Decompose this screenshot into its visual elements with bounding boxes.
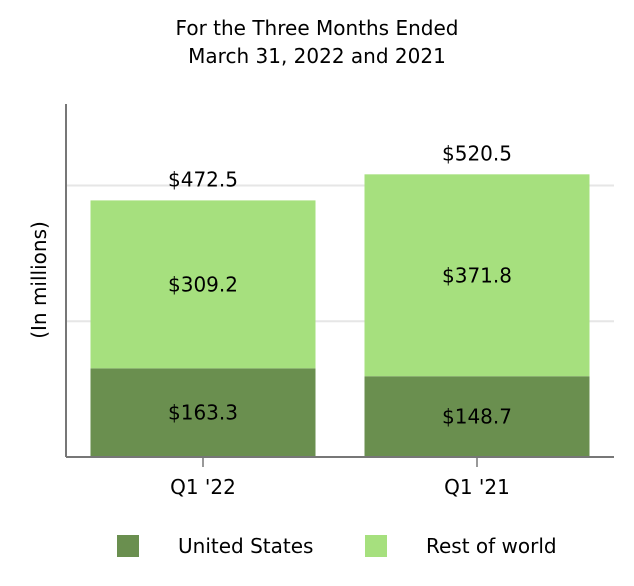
chart-title-line-1: For the Three Months Ended: [176, 16, 459, 40]
total-value-label: $520.5: [442, 141, 512, 165]
total-value-label: $472.5: [168, 167, 238, 191]
segment-value-label: $148.7: [442, 405, 512, 429]
legend-swatch-1: [365, 535, 387, 557]
segment-value-label: $371.8: [442, 263, 512, 287]
axes: Q1 '22 Q1 '21: [65, 104, 614, 499]
legend-label: United States: [178, 534, 313, 558]
bar-rest-of-world-1: [364, 174, 590, 377]
legend-label: Rest of world: [426, 534, 557, 558]
legend-swatch-0: [117, 535, 139, 557]
value-labels: $163.3 $309.2 $472.5 $148.7 $371.8 $520.5: [168, 141, 512, 428]
bar-united-states-0: [90, 368, 316, 457]
chart-title-line-2: March 31, 2022 and 2021: [188, 44, 446, 68]
bars: [90, 174, 590, 457]
bar-united-states-1: [364, 376, 590, 457]
segment-value-label: $309.2: [168, 272, 238, 296]
bar-rest-of-world-0: [90, 200, 316, 369]
legend: United States Rest of world: [117, 534, 557, 558]
x-tick-label: Q1 '22: [170, 475, 236, 499]
y-axis-label: (In millions): [27, 221, 51, 339]
x-tick-label: Q1 '21: [444, 475, 510, 499]
segment-value-label: $163.3: [168, 401, 238, 425]
